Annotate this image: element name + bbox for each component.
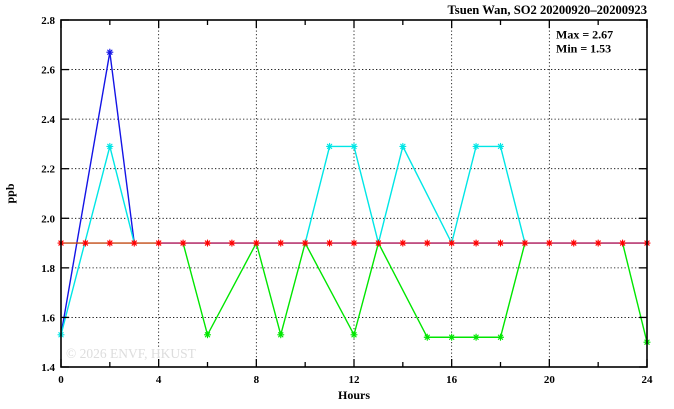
svg-text:ppb: ppb — [3, 183, 17, 203]
svg-text:2.4: 2.4 — [41, 114, 55, 126]
svg-text:20: 20 — [544, 374, 556, 386]
svg-text:12: 12 — [349, 374, 361, 386]
svg-text:1.8: 1.8 — [41, 263, 55, 275]
svg-text:2.8: 2.8 — [41, 15, 55, 27]
svg-text:1.4: 1.4 — [41, 362, 55, 374]
svg-text:24: 24 — [642, 374, 654, 386]
svg-text:8: 8 — [254, 374, 260, 386]
svg-text:© 2026 ENVF, HKUST: © 2026 ENVF, HKUST — [66, 346, 197, 361]
svg-text:2.0: 2.0 — [41, 213, 55, 225]
svg-text:2.6: 2.6 — [41, 65, 55, 77]
svg-text:Min = 1.53: Min = 1.53 — [556, 42, 611, 56]
svg-text:1.6: 1.6 — [41, 312, 55, 324]
svg-text:Hours: Hours — [338, 388, 370, 402]
svg-text:2.2: 2.2 — [41, 164, 55, 176]
svg-text:16: 16 — [446, 374, 458, 386]
svg-text:4: 4 — [156, 374, 162, 386]
svg-text:0: 0 — [58, 374, 64, 386]
svg-text:Tsuen Wan, SO2 20200920–202009: Tsuen Wan, SO2 20200920–20200923 — [448, 3, 647, 17]
svg-text:Max = 2.67: Max = 2.67 — [556, 28, 613, 42]
